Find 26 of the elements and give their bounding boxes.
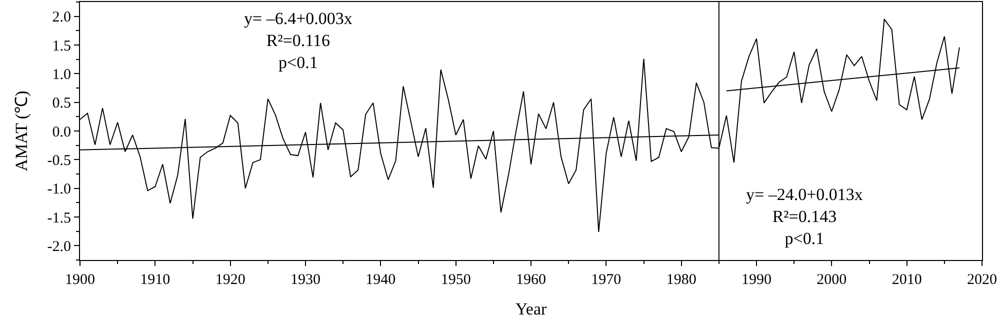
x-tick-label: 1960 <box>516 272 546 288</box>
x-tick-label: 2000 <box>816 272 847 288</box>
y-tick-label: -1.5 <box>47 210 71 226</box>
x-tick-label: 1970 <box>591 272 622 288</box>
x-tick-label: 1900 <box>65 272 95 288</box>
x-tick-label: 1990 <box>742 272 772 288</box>
annotation: y= –24.0+0.013x R²=0.143 p<0.1 <box>746 185 864 248</box>
annotation: y= –6.4+0.003x R²=0.116 p<0.1 <box>244 9 353 72</box>
y-axis-title: AMAT (℃) <box>12 90 31 172</box>
y-tick-label: -0.5 <box>47 152 71 169</box>
y-tick-label: -2.0 <box>47 238 71 255</box>
y-tick-label: 0.0 <box>52 124 71 140</box>
x-tick-label: 1950 <box>440 272 471 288</box>
x-tick-label: 1910 <box>140 272 170 288</box>
x-axis-title: Year <box>515 299 547 318</box>
y-tick-label: 2.0 <box>52 10 71 26</box>
x-tick-label: 1930 <box>290 272 320 288</box>
y-tick-label: 1.5 <box>52 38 71 54</box>
x-tick-label: 1920 <box>215 272 246 288</box>
x-tick-label: 1980 <box>666 272 696 288</box>
y-tick-label: 0.5 <box>52 96 71 112</box>
y-tick-label: -1.0 <box>47 182 71 198</box>
x-tick-label: 2010 <box>892 272 922 288</box>
x-tick-label: 2020 <box>967 272 997 288</box>
y-tick-label: 1.0 <box>52 66 71 83</box>
x-tick-label: 1940 <box>366 272 396 288</box>
